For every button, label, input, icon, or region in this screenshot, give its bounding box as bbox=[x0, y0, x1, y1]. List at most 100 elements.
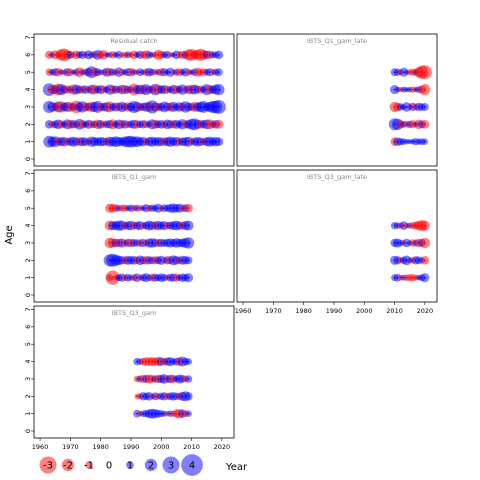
bubble-center-residual-catch-age6-1981 bbox=[102, 53, 105, 56]
bubbles-ibts-q3-gam bbox=[133, 356, 193, 419]
x-tick-label-ibts-q3-gam-late-1990: 1990 bbox=[326, 307, 343, 315]
legend-bubble-3 bbox=[162, 456, 180, 474]
legend-bubble--1 bbox=[85, 461, 93, 469]
panel-ibts-q1-gam-late: IBTS_Q1_gam_late bbox=[236, 33, 438, 167]
panel-title-ibts-q3-gam: IBTS_Q3_gam bbox=[112, 309, 157, 317]
panel-ibts-q3-gam-late: IBTS_Q3_gam_late 1960 1970 1980 1990 2000 2010… bbox=[235, 169, 438, 315]
y-tick-label-ibts-q3-gam-3: 3 bbox=[24, 377, 32, 381]
y-tick-label-ibts-q1-gam-5: 5 bbox=[24, 206, 32, 210]
bubble-center-ibts-q3-gam-late-age3-2014 bbox=[405, 242, 408, 244]
y-tick-label-ibts-q3-gam-4: 4 bbox=[24, 360, 32, 364]
bubble-center-ibts-q1-gam-late-age1-2014 bbox=[405, 140, 408, 143]
bubble-center-ibts-q3-gam-late-age1-2020 bbox=[423, 276, 426, 279]
legend-item--3: -3 bbox=[39, 456, 57, 474]
legend-bubble-4 bbox=[181, 454, 203, 476]
panel-frame-residual-catch bbox=[33, 33, 235, 167]
y-tick-label-ibts-q1-gam-7: 7 bbox=[24, 171, 32, 175]
bubble-center-residual-catch-age5-2019 bbox=[217, 71, 220, 74]
legend-label-0: 0 bbox=[106, 461, 112, 472]
bubble-center-ibts-q1-gam-age2-2009 bbox=[187, 259, 190, 262]
panel-title-ibts-q3-gam-late: IBTS_Q3_gam_late bbox=[307, 173, 367, 181]
bubble-center-ibts-q1-gam-late-age1-2020 bbox=[423, 140, 426, 143]
bubble-center-residual-catch-age6-2003 bbox=[169, 53, 172, 56]
legend-label--1: -1 bbox=[84, 461, 94, 472]
bubble-center-ibts-q3-gam-age2-2009 bbox=[187, 395, 190, 398]
panel-ibts-q1-gam: IBTS_Q1_gam 0 1 2 3 4 5 6 7 bbox=[24, 169, 235, 303]
bubble-center-ibts-q3-gam-age3-2009 bbox=[187, 378, 190, 380]
bubble-center-residual-catch-age5-2001 bbox=[163, 71, 166, 74]
x-tick-label-ibts-q3-gam-2000: 2000 bbox=[153, 443, 170, 451]
y-tick-label-residual-catch-0: 0 bbox=[24, 157, 32, 161]
x-tick-label-ibts-q3-gam-1980: 1980 bbox=[92, 443, 109, 451]
bubble-center-ibts-q1-gam-late-age4-2013 bbox=[402, 88, 405, 91]
panel-title-ibts-q1-gam: IBTS_Q1_gam bbox=[112, 173, 157, 181]
bubble-center-ibts-q1-gam-late-age3-2020 bbox=[423, 106, 426, 108]
bubbles-residual-catch bbox=[42, 48, 226, 148]
y-tick-label-residual-catch-6: 6 bbox=[24, 53, 32, 57]
y-tick-label-ibts-q3-gam-0: 0 bbox=[24, 429, 32, 433]
bubble-center-ibts-q1-gam-late-age5-2013 bbox=[402, 71, 405, 74]
panel-ibts-q3-gam: IBTS_Q3_gam 0 1 2 3 4 5 6 7 1960 1970 1980 1990 2000 2… bbox=[24, 305, 235, 451]
y-tick-label-ibts-q1-gam-4: 4 bbox=[24, 224, 32, 228]
panel-frame-ibts-q3-gam-late bbox=[236, 169, 438, 303]
x-tick-label-ibts-q3-gam-1970: 1970 bbox=[62, 443, 79, 451]
x-tick-label-ibts-q3-gam-2010: 2010 bbox=[183, 443, 200, 451]
bubble-center-residual-catch-age1-2019 bbox=[217, 140, 220, 143]
legend-label-4: 4 bbox=[189, 461, 195, 472]
bubble-center-residual-catch-age4-2019 bbox=[217, 88, 220, 91]
bubble-center-ibts-q1-gam-age3-2009 bbox=[187, 242, 190, 244]
bubble-center-ibts-q3-gam-late-age4-2020 bbox=[423, 224, 426, 227]
y-tick-label-ibts-q3-gam-7: 7 bbox=[24, 307, 32, 311]
x-tick-label-ibts-q3-gam-late-2000: 2000 bbox=[356, 307, 373, 315]
bubbles-ibts-q3-gam-late bbox=[390, 220, 431, 283]
legend-item-2: 2 bbox=[144, 458, 158, 472]
legend-label--3: -3 bbox=[43, 461, 53, 472]
bubble-center-ibts-q1-gam-late-age4-2020 bbox=[423, 88, 426, 91]
bubble-center-ibts-q1-gam-age5-2009 bbox=[187, 207, 190, 210]
legend-item-0: 0 bbox=[106, 461, 112, 472]
x-tick-label-ibts-q3-gam-late-2010: 2010 bbox=[386, 307, 403, 315]
panel-title-residual-catch: Residual catch bbox=[110, 37, 157, 45]
legend-bubble--2 bbox=[61, 458, 75, 472]
x-tick-label-ibts-q3-gam-2020: 2020 bbox=[214, 443, 231, 451]
y-tick-label-ibts-q1-gam-3: 3 bbox=[24, 241, 32, 245]
x-tick-label-ibts-q3-gam-1990: 1990 bbox=[123, 443, 140, 451]
bubble-center-ibts-q3-gam-late-age2-2020 bbox=[423, 259, 426, 262]
y-axis-label: Age bbox=[4, 225, 15, 244]
x-tick-label-ibts-q3-gam-1960: 1960 bbox=[32, 443, 49, 451]
y-tick-label-residual-catch-4: 4 bbox=[24, 88, 32, 92]
y-tick-label-ibts-q3-gam-1: 1 bbox=[24, 412, 32, 416]
bubble-center-ibts-q1-gam-late-age2-2020 bbox=[423, 123, 426, 126]
x-tick-label-ibts-q3-gam-late-1970: 1970 bbox=[265, 307, 282, 315]
bubbles-ibts-q1-gam bbox=[103, 203, 195, 285]
x-tick-label-ibts-q3-gam-late-1960: 1960 bbox=[235, 307, 252, 315]
bubble-center-residual-catch-age5-1970 bbox=[69, 71, 72, 74]
y-tick-label-ibts-q1-gam-2: 2 bbox=[24, 258, 32, 262]
legend-bubble-2 bbox=[144, 458, 158, 472]
y-tick-label-ibts-q3-gam-2: 2 bbox=[24, 394, 32, 398]
y-tick-label-ibts-q1-gam-6: 6 bbox=[24, 189, 32, 193]
legend-bubble-1 bbox=[126, 461, 134, 469]
y-tick-label-residual-catch-2: 2 bbox=[24, 122, 32, 126]
bubble-center-ibts-q1-gam-late-age4-2011 bbox=[396, 88, 399, 91]
bubble-center-ibts-q3-gam-age1-2009 bbox=[187, 412, 190, 415]
bubble-center-ibts-q3-gam-age4-2009 bbox=[187, 360, 190, 363]
bubble-center-residual-catch-age6-2019 bbox=[217, 53, 220, 56]
legend-item--1: -1 bbox=[84, 461, 94, 472]
bubble-center-residual-catch-age5-1991 bbox=[133, 71, 135, 74]
y-tick-label-residual-catch-1: 1 bbox=[24, 140, 32, 144]
legend-label-1: 1 bbox=[127, 461, 133, 472]
legend-item-3: 3 bbox=[162, 456, 180, 474]
bubble-center-ibts-q3-gam-late-age3-2020 bbox=[423, 242, 426, 244]
bubble-center-residual-catch-age6-1986 bbox=[117, 53, 120, 56]
panel-residual-catch: Residual catch 0 1 2 3 4 5 6 7 bbox=[24, 33, 235, 167]
legend: -3 -2 -1 0 1 2 3 4 bbox=[39, 454, 203, 476]
y-tick-label-ibts-q3-gam-5: 5 bbox=[24, 342, 32, 346]
x-axis-label: Year bbox=[225, 462, 248, 473]
legend-bubble--3 bbox=[39, 456, 57, 474]
panel-frame-ibts-q1-gam bbox=[33, 169, 235, 303]
panel-frame-ibts-q3-gam bbox=[33, 305, 235, 439]
bubble-center-ibts-q1-gam-late-age5-2020 bbox=[423, 71, 426, 74]
bubble-center-ibts-q1-gam-late-age4-2016 bbox=[411, 88, 414, 91]
